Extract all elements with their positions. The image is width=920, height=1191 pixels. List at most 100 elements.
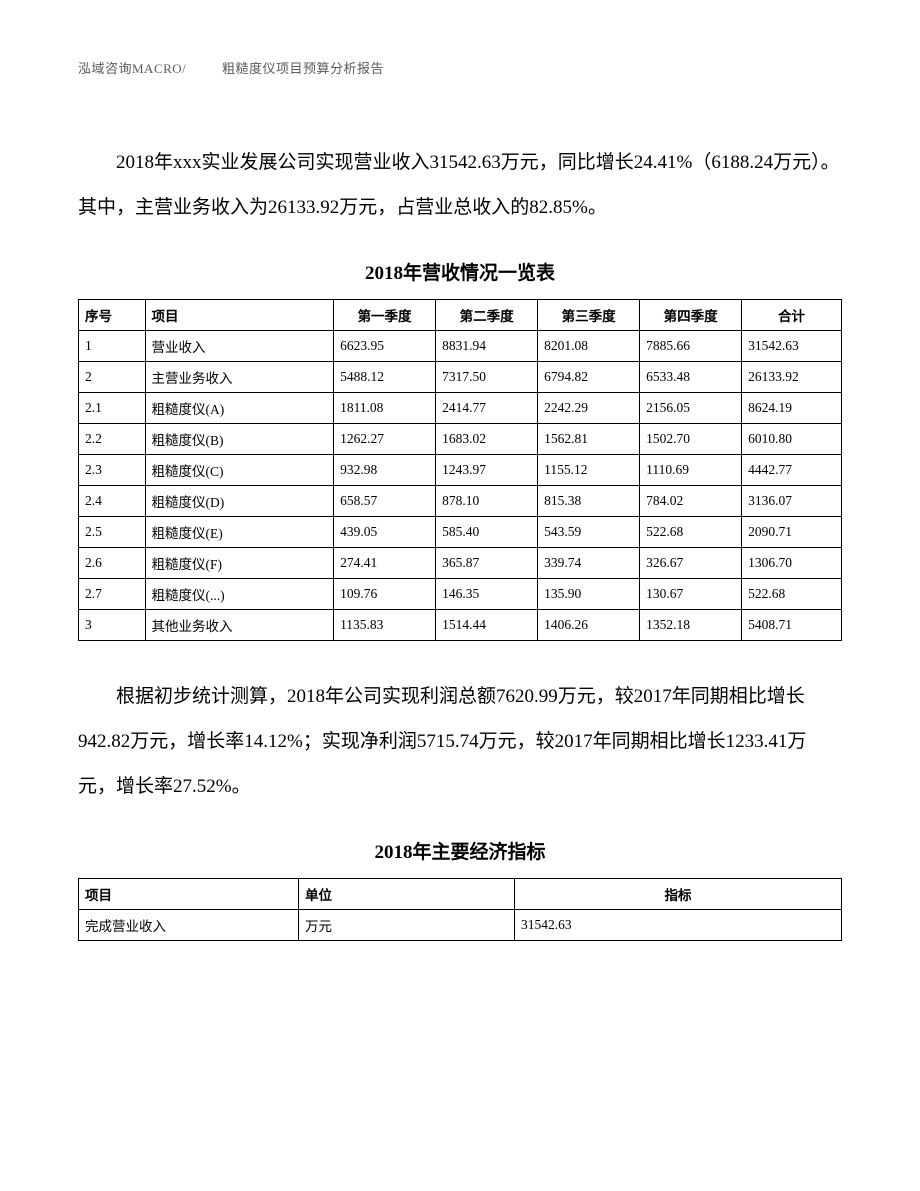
cell: 其他业务收入 [145, 610, 334, 641]
col-q2: 第二季度 [436, 300, 538, 331]
header-left: 泓域咨询MACRO/ [78, 61, 186, 76]
table-row: 2.2 粗糙度仪(B) 1262.27 1683.02 1562.81 1502… [79, 424, 842, 455]
col-q3: 第三季度 [538, 300, 640, 331]
cell: 6794.82 [538, 362, 640, 393]
cell: 326.67 [640, 548, 742, 579]
table-header-row: 序号 项目 第一季度 第二季度 第三季度 第四季度 合计 [79, 300, 842, 331]
cell: 粗糙度仪(B) [145, 424, 334, 455]
cell: 7317.50 [436, 362, 538, 393]
table1-body: 1 营业收入 6623.95 8831.94 8201.08 7885.66 3… [79, 331, 842, 641]
cell: 31542.63 [515, 910, 842, 941]
cell: 营业收入 [145, 331, 334, 362]
cell: 万元 [299, 910, 515, 941]
cell: 784.02 [640, 486, 742, 517]
cell: 1811.08 [334, 393, 436, 424]
paragraph-2: 根据初步统计测算，2018年公司实现利润总额7620.99万元，较2017年同期… [78, 675, 842, 809]
cell: 1502.70 [640, 424, 742, 455]
header-right: 粗糙度仪项目预算分析报告 [222, 61, 384, 76]
table-row: 完成营业收入 万元 31542.63 [79, 910, 842, 941]
cell: 粗糙度仪(F) [145, 548, 334, 579]
cell: 7885.66 [640, 331, 742, 362]
cell: 2.6 [79, 548, 146, 579]
cell: 粗糙度仪(A) [145, 393, 334, 424]
col-unit: 单位 [299, 879, 515, 910]
cell: 粗糙度仪(C) [145, 455, 334, 486]
cell: 4442.77 [742, 455, 842, 486]
cell: 6010.80 [742, 424, 842, 455]
cell: 2.2 [79, 424, 146, 455]
table2-title: 2018年主要经济指标 [78, 837, 842, 864]
cell: 2.7 [79, 579, 146, 610]
col-item: 项目 [79, 879, 299, 910]
cell: 2414.77 [436, 393, 538, 424]
col-total: 合计 [742, 300, 842, 331]
indicator-table: 项目 单位 指标 完成营业收入 万元 31542.63 [78, 878, 842, 941]
table-row: 2.4 粗糙度仪(D) 658.57 878.10 815.38 784.02 … [79, 486, 842, 517]
cell: 6533.48 [640, 362, 742, 393]
table-row: 2.1 粗糙度仪(A) 1811.08 2414.77 2242.29 2156… [79, 393, 842, 424]
cell: 1683.02 [436, 424, 538, 455]
table-row: 2 主营业务收入 5488.12 7317.50 6794.82 6533.48… [79, 362, 842, 393]
cell: 543.59 [538, 517, 640, 548]
cell: 2242.29 [538, 393, 640, 424]
cell: 2.1 [79, 393, 146, 424]
table1-title: 2018年营收情况一览表 [78, 258, 842, 285]
cell: 1352.18 [640, 610, 742, 641]
cell: 365.87 [436, 548, 538, 579]
cell: 522.68 [742, 579, 842, 610]
cell: 522.68 [640, 517, 742, 548]
cell: 粗糙度仪(...) [145, 579, 334, 610]
cell: 2.5 [79, 517, 146, 548]
table-row: 2.5 粗糙度仪(E) 439.05 585.40 543.59 522.68 … [79, 517, 842, 548]
cell: 8201.08 [538, 331, 640, 362]
cell: 1406.26 [538, 610, 640, 641]
cell: 粗糙度仪(E) [145, 517, 334, 548]
cell: 339.74 [538, 548, 640, 579]
cell: 815.38 [538, 486, 640, 517]
cell: 2156.05 [640, 393, 742, 424]
document-header: 泓域咨询MACRO/ 粗糙度仪项目预算分析报告 [78, 58, 842, 77]
cell: 5488.12 [334, 362, 436, 393]
cell: 1155.12 [538, 455, 640, 486]
cell: 130.67 [640, 579, 742, 610]
cell: 8624.19 [742, 393, 842, 424]
col-q1: 第一季度 [334, 300, 436, 331]
cell: 1110.69 [640, 455, 742, 486]
cell: 31542.63 [742, 331, 842, 362]
cell: 1135.83 [334, 610, 436, 641]
table-header-row: 项目 单位 指标 [79, 879, 842, 910]
cell: 878.10 [436, 486, 538, 517]
cell: 粗糙度仪(D) [145, 486, 334, 517]
cell: 1562.81 [538, 424, 640, 455]
cell: 109.76 [334, 579, 436, 610]
col-metric: 指标 [515, 879, 842, 910]
table-row: 1 营业收入 6623.95 8831.94 8201.08 7885.66 3… [79, 331, 842, 362]
cell: 2 [79, 362, 146, 393]
cell: 274.41 [334, 548, 436, 579]
cell: 932.98 [334, 455, 436, 486]
cell: 1306.70 [742, 548, 842, 579]
cell: 135.90 [538, 579, 640, 610]
cell: 8831.94 [436, 331, 538, 362]
cell: 主营业务收入 [145, 362, 334, 393]
col-item: 项目 [145, 300, 334, 331]
cell: 3 [79, 610, 146, 641]
cell: 6623.95 [334, 331, 436, 362]
cell: 26133.92 [742, 362, 842, 393]
table-row: 2.3 粗糙度仪(C) 932.98 1243.97 1155.12 1110.… [79, 455, 842, 486]
cell: 439.05 [334, 517, 436, 548]
cell: 1 [79, 331, 146, 362]
cell: 146.35 [436, 579, 538, 610]
table-row: 3 其他业务收入 1135.83 1514.44 1406.26 1352.18… [79, 610, 842, 641]
col-seq: 序号 [79, 300, 146, 331]
cell: 1243.97 [436, 455, 538, 486]
table-row: 2.6 粗糙度仪(F) 274.41 365.87 339.74 326.67 … [79, 548, 842, 579]
cell: 2.3 [79, 455, 146, 486]
table2-body: 完成营业收入 万元 31542.63 [79, 910, 842, 941]
table-row: 2.7 粗糙度仪(...) 109.76 146.35 135.90 130.6… [79, 579, 842, 610]
cell: 585.40 [436, 517, 538, 548]
cell: 2.4 [79, 486, 146, 517]
revenue-table: 序号 项目 第一季度 第二季度 第三季度 第四季度 合计 1 营业收入 6623… [78, 299, 842, 641]
header-separator [202, 61, 206, 76]
cell: 5408.71 [742, 610, 842, 641]
